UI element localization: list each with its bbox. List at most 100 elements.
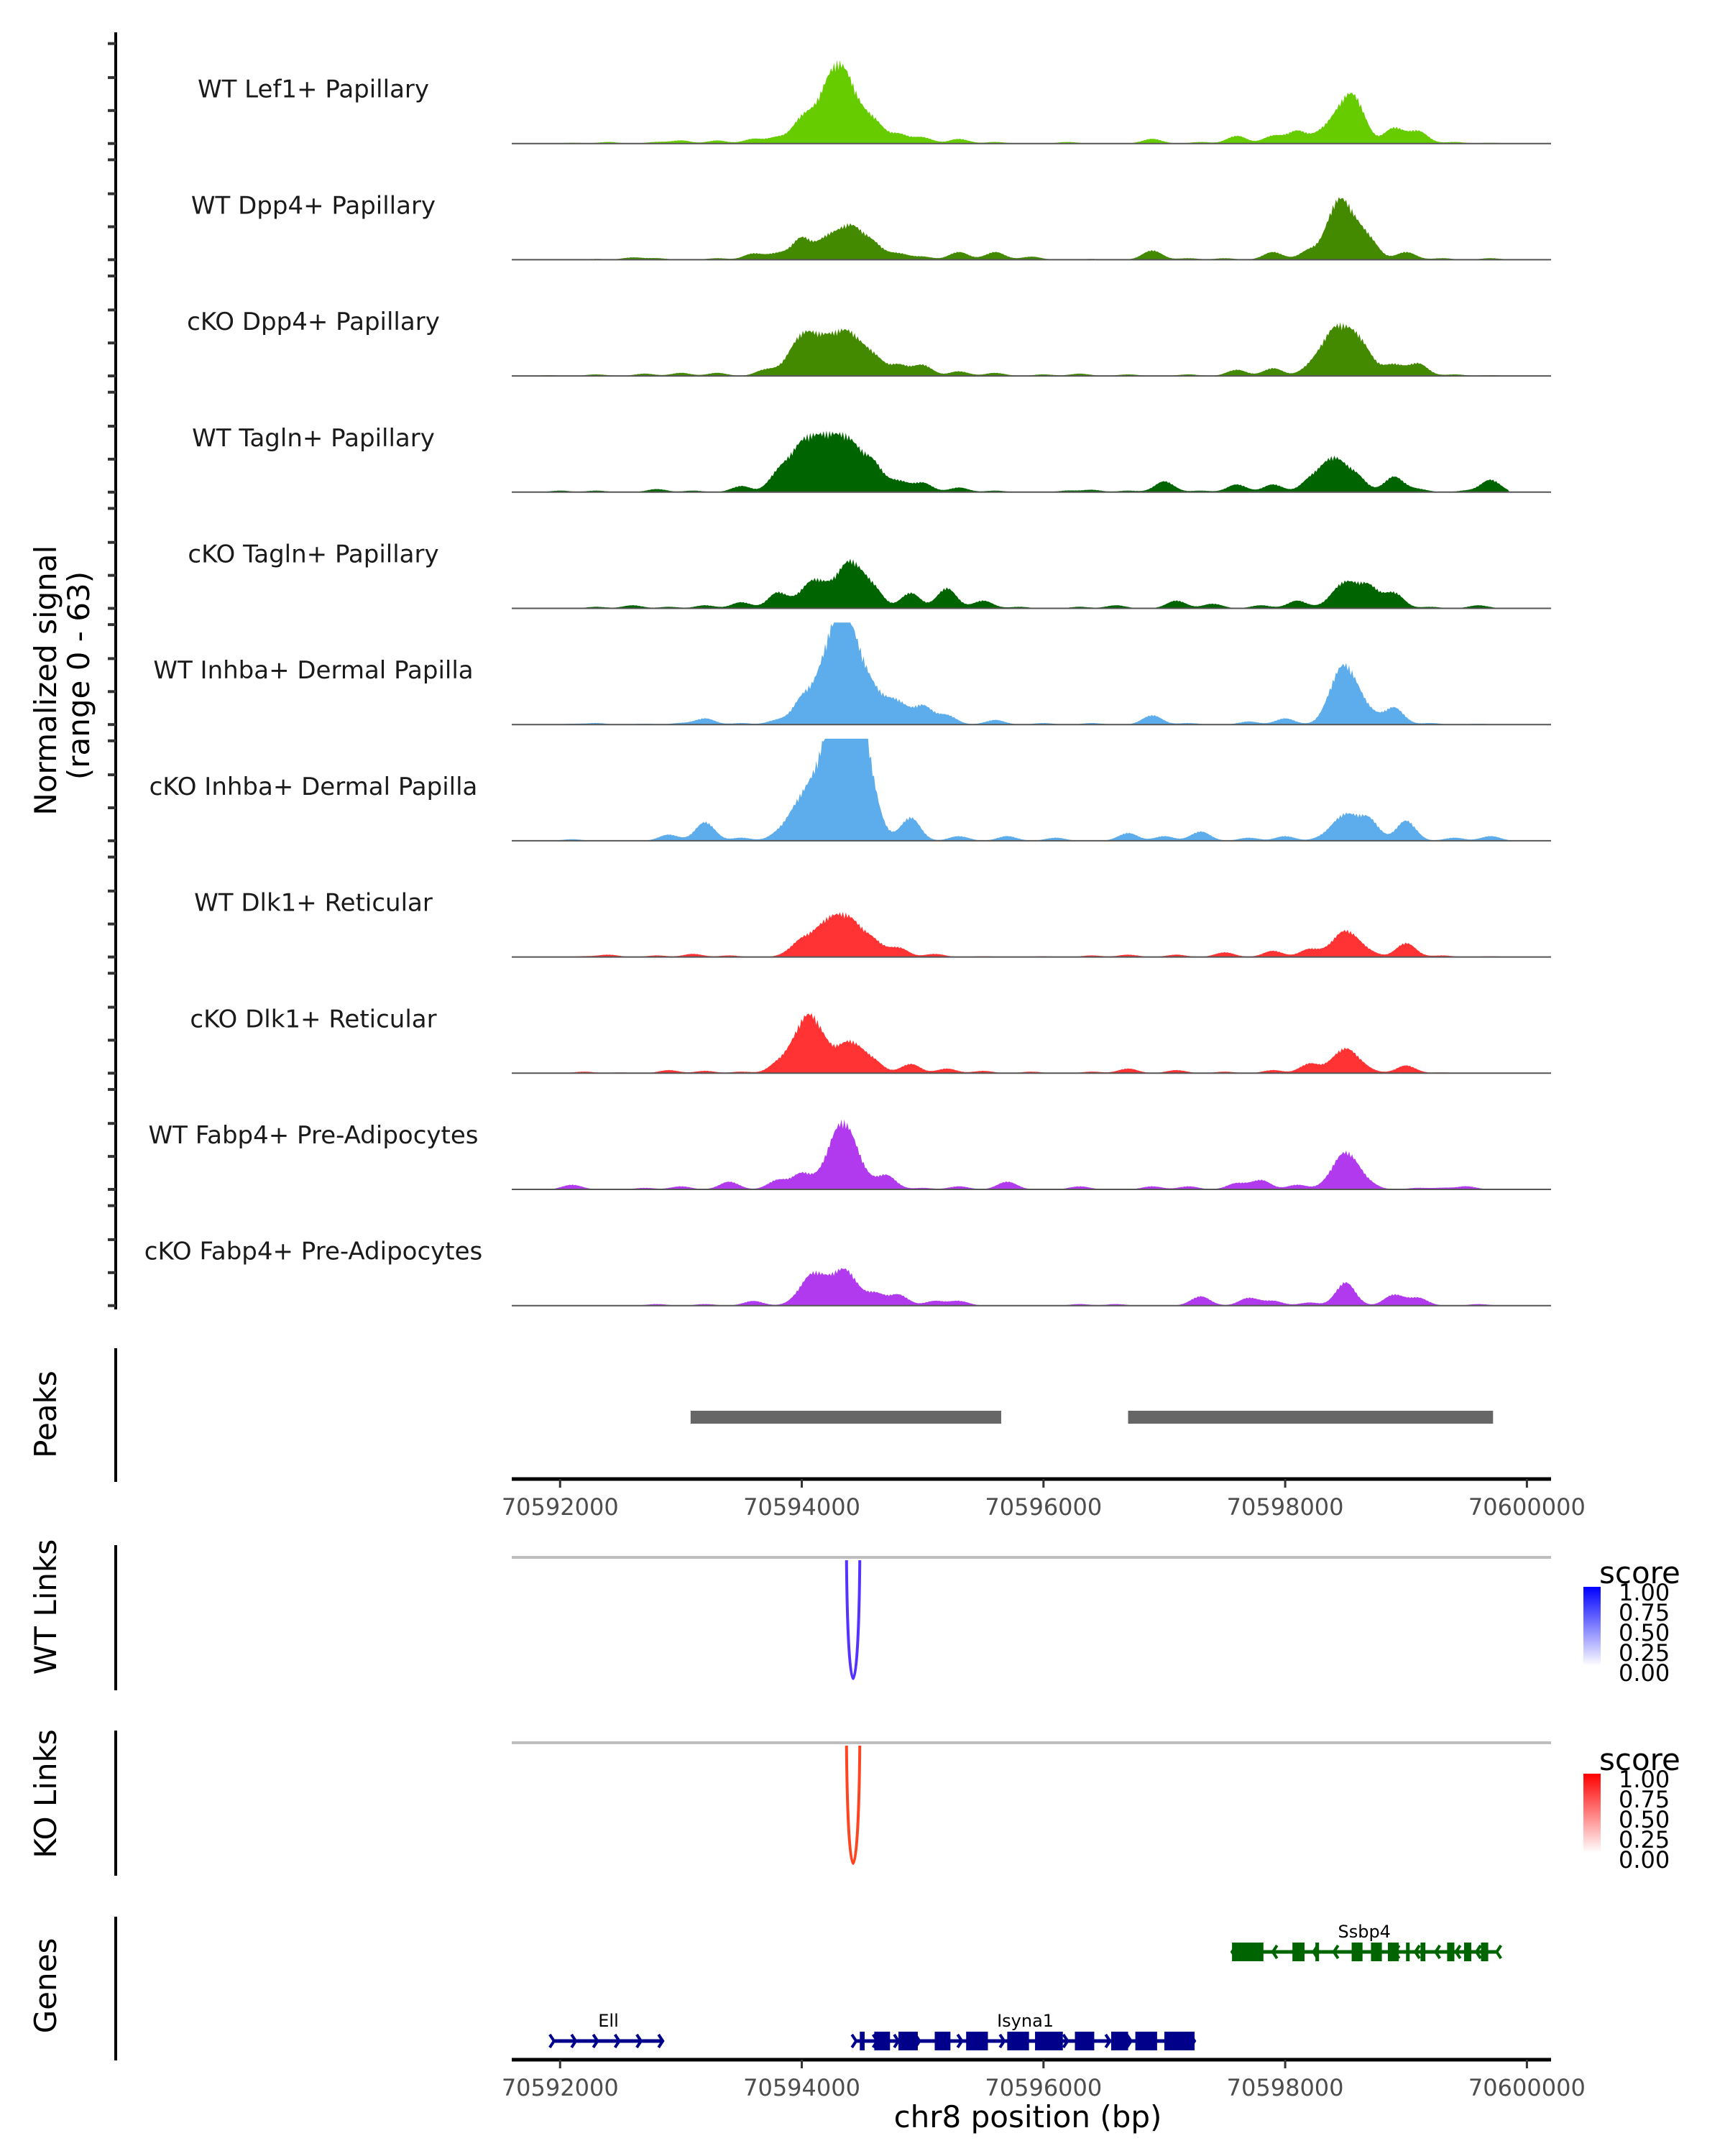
track-label: cKO Fabp4+ Pre-Adipocytes — [144, 1238, 483, 1266]
gene-exon — [934, 2032, 951, 2050]
track-label: WT Fabp4+ Pre-Adipocytes — [149, 1121, 479, 1150]
gene-exon — [1351, 1943, 1363, 1961]
y-axis-title-line-2: (range 0 - 63) — [61, 571, 96, 780]
track-label: WT Dlk1+ Reticular — [194, 889, 433, 918]
strand-arrow-icon — [1062, 2033, 1070, 2049]
wt-links-panel: WT Links — [28, 1539, 117, 1690]
signal-area — [512, 558, 1551, 609]
legend-title: score — [1599, 1555, 1680, 1590]
gene-model: Ssbp4 — [1230, 1922, 1503, 1961]
genes-panel: Genes Ell Isyna1 Ssbp4 70592000 70594000 705… — [28, 1917, 1586, 2134]
strand-arrow-icon — [613, 2033, 622, 2049]
signal-area — [512, 1013, 1551, 1074]
gene-exon — [966, 2032, 988, 2050]
gene-exon — [1292, 1943, 1305, 1961]
gene-model: Ell — [548, 2011, 665, 2049]
x-tick-label: 70594000 — [743, 2074, 860, 2101]
gene-exon — [898, 2032, 918, 2050]
y-axis-title-line-1: Normalized signal — [28, 545, 63, 816]
coverage-track: cKO Inhba+ Dermal Papilla — [150, 738, 1551, 842]
strand-arrow-icon — [956, 2033, 964, 2049]
gene-exon — [1420, 1943, 1426, 1961]
coverage-track: WT Dpp4+ Papillary — [191, 191, 1551, 261]
legend-tick-label: 0.50 — [1619, 1619, 1670, 1646]
peaks-panel: Peaks 70592000 70594000 70596000 70598000 70… — [28, 1348, 1586, 1521]
gene-exon — [1164, 2032, 1195, 2050]
signal-area — [512, 1119, 1551, 1189]
strand-arrow-icon — [998, 2033, 1006, 2049]
y-axis-title: Normalized signal (range 0 - 63) — [28, 535, 96, 815]
gene-exon — [860, 2032, 865, 2050]
link-arc — [845, 1560, 862, 1680]
x-tick-label: 70600000 — [1468, 1493, 1586, 1521]
ko-links-label: KO Links — [28, 1729, 63, 1858]
gene-exon — [1110, 2032, 1128, 2050]
coverage-track: cKO Tagln+ Papillary — [188, 540, 1551, 609]
gene-exon — [1371, 1943, 1382, 1961]
x-tick-label: 70596000 — [985, 2074, 1102, 2101]
track-label: WT Inhba+ Dermal Papilla — [153, 656, 473, 685]
x-tick-label: 70596000 — [985, 1493, 1102, 1521]
coverage-axis-ticks — [108, 42, 116, 1307]
gene-exon — [1447, 1943, 1455, 1961]
x-axis-peaks: 70592000 70594000 70596000 70598000 70600000 — [502, 1477, 1586, 1521]
legend-tick-label: 1.00 — [1619, 1579, 1670, 1606]
gene-name-label: Ell — [598, 2011, 619, 2031]
coverage-track: cKO Dlk1+ Reticular — [190, 1005, 1551, 1074]
track-label: cKO Dpp4+ Papillary — [187, 308, 440, 336]
coverage-tracks: WT Lef1+ Papillary WT Dpp4+ Papillary cKO … — [144, 60, 1551, 1307]
gene-exon — [1388, 1943, 1399, 1961]
legend-tick-label: 0.50 — [1619, 1806, 1670, 1833]
coverage-track: cKO Fabp4+ Pre-Adipocytes — [144, 1238, 1551, 1307]
legend-tick-label: 1.00 — [1619, 1766, 1670, 1793]
x-axis-title: chr8 position (bp) — [894, 2099, 1162, 2134]
strand-arrow-icon — [635, 2033, 643, 2049]
genes-label: Genes — [28, 1938, 63, 2034]
signal-area — [512, 622, 1551, 725]
x-tick-label: 70598000 — [1227, 1493, 1344, 1521]
legend-colorbar — [1583, 1774, 1601, 1853]
x-tick-label: 70592000 — [502, 2074, 619, 2101]
gene-exon — [1007, 2032, 1029, 2050]
gene-model: Isyna1 — [850, 2011, 1197, 2050]
x-tick-label: 70594000 — [743, 1493, 860, 1521]
signal-area — [512, 738, 1551, 841]
legend-title: score — [1599, 1742, 1680, 1777]
x-tick-label: 70600000 — [1468, 2074, 1586, 2101]
track-label: WT Lef1+ Papillary — [198, 75, 429, 104]
signal-area — [512, 1268, 1551, 1306]
gene-exon — [1035, 2032, 1063, 2050]
link-arc — [845, 1745, 862, 1865]
coverage-track: WT Inhba+ Dermal Papilla — [153, 622, 1551, 726]
strand-arrow-icon — [1332, 1944, 1340, 1960]
peaks-label: Peaks — [28, 1370, 63, 1458]
strand-arrow-icon — [1126, 2033, 1133, 2049]
coverage-track: WT Lef1+ Papillary — [198, 60, 1551, 144]
legend-tick-label: 0.25 — [1619, 1826, 1670, 1853]
legend-tick-label: 0.00 — [1619, 1659, 1670, 1687]
gene-exon — [1406, 1943, 1410, 1961]
track-label: WT Dpp4+ Papillary — [191, 191, 436, 220]
coverage-track: WT Fabp4+ Pre-Adipocytes — [149, 1119, 1551, 1190]
link-arcs — [512, 1556, 1551, 1865]
signal-area — [512, 911, 1551, 957]
gene-exon — [1232, 1943, 1264, 1961]
gene-name-label: Isyna1 — [997, 2011, 1054, 2031]
legend-tick-label: 0.00 — [1619, 1846, 1670, 1874]
wt-links-label: WT Links — [28, 1539, 63, 1674]
strand-arrow-icon — [850, 2033, 858, 2049]
track-label: cKO Inhba+ Dermal Papilla — [150, 773, 478, 801]
track-label: WT Tagln+ Papillary — [192, 424, 435, 453]
signal-area — [512, 430, 1551, 492]
gene-exon — [1481, 1943, 1489, 1961]
legend-colorbar — [1583, 1587, 1601, 1666]
signal-area — [512, 60, 1551, 144]
gene-name-label: Ssbp4 — [1338, 1922, 1390, 1942]
strand-arrow-icon — [592, 2033, 599, 2049]
gene-exon — [1075, 2032, 1095, 2050]
strand-arrow-icon — [1271, 1944, 1279, 1960]
peak-regions — [690, 1411, 1494, 1424]
x-tick-label: 70598000 — [1227, 2074, 1344, 2101]
strand-arrow-icon — [548, 2033, 556, 2049]
signal-area — [512, 322, 1551, 377]
